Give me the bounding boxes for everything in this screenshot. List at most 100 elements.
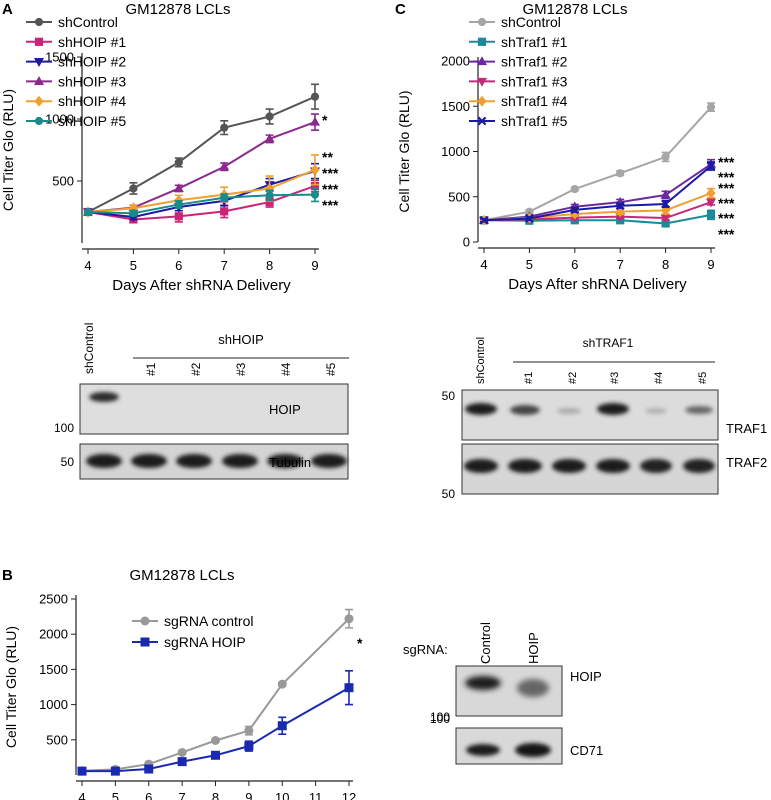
blot-c-lane-label: #4 — [653, 372, 665, 384]
chart-a-data-point — [220, 193, 229, 202]
chart-a-data-point — [129, 184, 138, 193]
blot-a-group-label: shHOIP — [218, 332, 264, 347]
blot-b-cd71-bands — [466, 743, 551, 757]
chart-c-y-tick-label: 0 — [463, 235, 470, 250]
chart-c-data-point — [570, 205, 580, 215]
chart-a-legend-marker — [34, 17, 44, 27]
chart-a-x-tick-label: 6 — [175, 258, 182, 273]
chart-c-significance-label: *** — [718, 154, 735, 170]
chart-a-legend-label: shHOIP #3 — [58, 73, 126, 89]
chart-a-series-line — [87, 193, 316, 215]
chart-a-data-point — [220, 207, 229, 216]
blot-a-lane-label: #4 — [279, 362, 293, 376]
blot-c-traf1-bands — [465, 403, 713, 415]
chart-c-legend-label: shTraf1 #5 — [501, 113, 568, 129]
chart-b-data-point — [277, 679, 287, 689]
chart-a-data-point — [129, 209, 138, 218]
chart-b-y-tick-label: 1500 — [39, 662, 68, 677]
chart-b-x-tick-label: 6 — [145, 790, 152, 800]
chart-a-data-point — [220, 123, 229, 132]
chart-a-series-line — [87, 170, 316, 218]
blot-c-traf2-bands — [464, 459, 715, 473]
chart-c-y-tick-label: 2000 — [441, 54, 470, 69]
chart-c-legend-marker — [477, 37, 487, 46]
chart-a-xlabel: Days After shRNA Delivery — [112, 277, 291, 294]
chart-b-ylabel: Cell Titer Glo (RLU) — [3, 626, 19, 748]
chart-b-x-tick-label: 7 — [179, 790, 186, 800]
blot-c-traf2-strip — [461, 443, 719, 495]
blot-a-hoip-strip — [79, 383, 349, 435]
chart-c-data-point — [706, 161, 716, 171]
chart-c-legend-label: shTraf1 #2 — [501, 54, 568, 70]
chart-a-significance-label: * — [322, 112, 328, 128]
chart-c-significance-label: *** — [718, 210, 735, 226]
chart-b-legend-label: sgRNA HOIP — [164, 634, 246, 650]
chart-a-data-point — [310, 164, 320, 176]
chart-c-significance-label: *** — [718, 169, 735, 185]
chart-a-series-line — [87, 95, 316, 213]
chart-c-significance-label: *** — [718, 226, 735, 242]
chart-b-series — [77, 670, 354, 776]
chart-b-x-tick-label: 10 — [275, 790, 289, 800]
blot-c-traf1-strip — [461, 389, 719, 441]
chart-c-series — [479, 161, 716, 225]
chart-a-x-tick-label: 7 — [221, 258, 228, 273]
blot-a-tubulin-bands — [86, 454, 347, 468]
chart-c-legend-marker — [477, 95, 487, 107]
chart-c-legend-label: shTraf1 #4 — [501, 93, 568, 109]
blot-a-row-label: HOIP — [269, 402, 301, 417]
chart-c-legend-label: shTraf1 #1 — [501, 34, 568, 50]
blot-c: shControl shTRAF1 #1 #2 #3 #4 #5 TRAF1 5… — [442, 336, 768, 501]
chart-a-data-point — [310, 116, 320, 126]
chart-c-legend-marker — [477, 17, 487, 27]
blot-c-lane-label: shControl — [475, 337, 487, 384]
chart-c-legend-marker — [477, 56, 487, 66]
chart-b-data-point — [177, 757, 187, 767]
blot-a-lane-label: #3 — [234, 362, 248, 376]
chart-a-legend-label: shHOIP #1 — [58, 34, 126, 50]
blot-a-lane-label: #5 — [324, 362, 338, 376]
chart-c-x-tick-label: 5 — [526, 257, 533, 272]
chart-c-xlabel: Days After shRNA Delivery — [508, 276, 687, 293]
chart-b-significance-label: * — [357, 635, 363, 651]
chart-c-data-point — [661, 199, 670, 209]
chart-c-y-tick-label: 1500 — [441, 99, 470, 114]
chart-a-x-tick-label: 8 — [266, 258, 273, 273]
chart-a-series — [83, 154, 320, 218]
chart-c-data-point — [706, 198, 716, 208]
chart-b-x-tick-label: 5 — [112, 790, 119, 800]
chart-a-series — [83, 83, 320, 217]
chart-c-y-tick-label: 1000 — [441, 144, 470, 159]
chart-b-x-tick-label: 8 — [212, 790, 219, 800]
chart-c: GM12878 LCLs Cell Titer Glo (RLU) 0 500 1000… — [396, 1, 735, 293]
chart-a-data-point — [264, 133, 275, 143]
chart-c-x-tick-label: 4 — [480, 257, 487, 272]
chart-a-legend-marker — [34, 116, 44, 126]
blot-c-lane-label: #3 — [609, 372, 621, 384]
blot-c-lane-label: #5 — [697, 372, 709, 384]
chart-b-data-point — [244, 726, 254, 736]
chart-c-data-point — [615, 206, 625, 218]
chart-a-series-line — [87, 185, 316, 221]
blot-b: sgRNA: Control HOIP HOIP 100 CD71 100 — [403, 622, 603, 765]
chart-a-data-point — [83, 207, 93, 217]
chart-a-data-point — [310, 92, 320, 101]
panel-letter-b: B — [2, 567, 13, 584]
chart-a-legend-marker — [34, 76, 44, 85]
chart-a-data-point — [310, 190, 320, 199]
blot-a-row-label: Tubulin — [269, 455, 311, 470]
chart-c-series-line — [483, 213, 712, 225]
chart-c-x-tick-label: 8 — [662, 257, 669, 272]
chart-a: GM12878 LCLs Cell Titer Glo (RLU) 500 1000 1… — [0, 1, 339, 294]
chart-c-data-point — [706, 210, 716, 219]
chart-a-data-point — [174, 212, 183, 221]
chart-c-legend-marker — [477, 116, 487, 126]
chart-c-x-tick-label: 9 — [707, 257, 714, 272]
chart-c-x-tick-label: 7 — [617, 257, 624, 272]
chart-b-data-point — [211, 750, 220, 760]
blot-b-prefix: sgRNA: — [403, 642, 448, 657]
chart-b-legend-label: sgRNA control — [164, 613, 253, 629]
chart-b-series-line — [81, 617, 350, 772]
chart-a-significance-label: ** — [322, 149, 333, 165]
